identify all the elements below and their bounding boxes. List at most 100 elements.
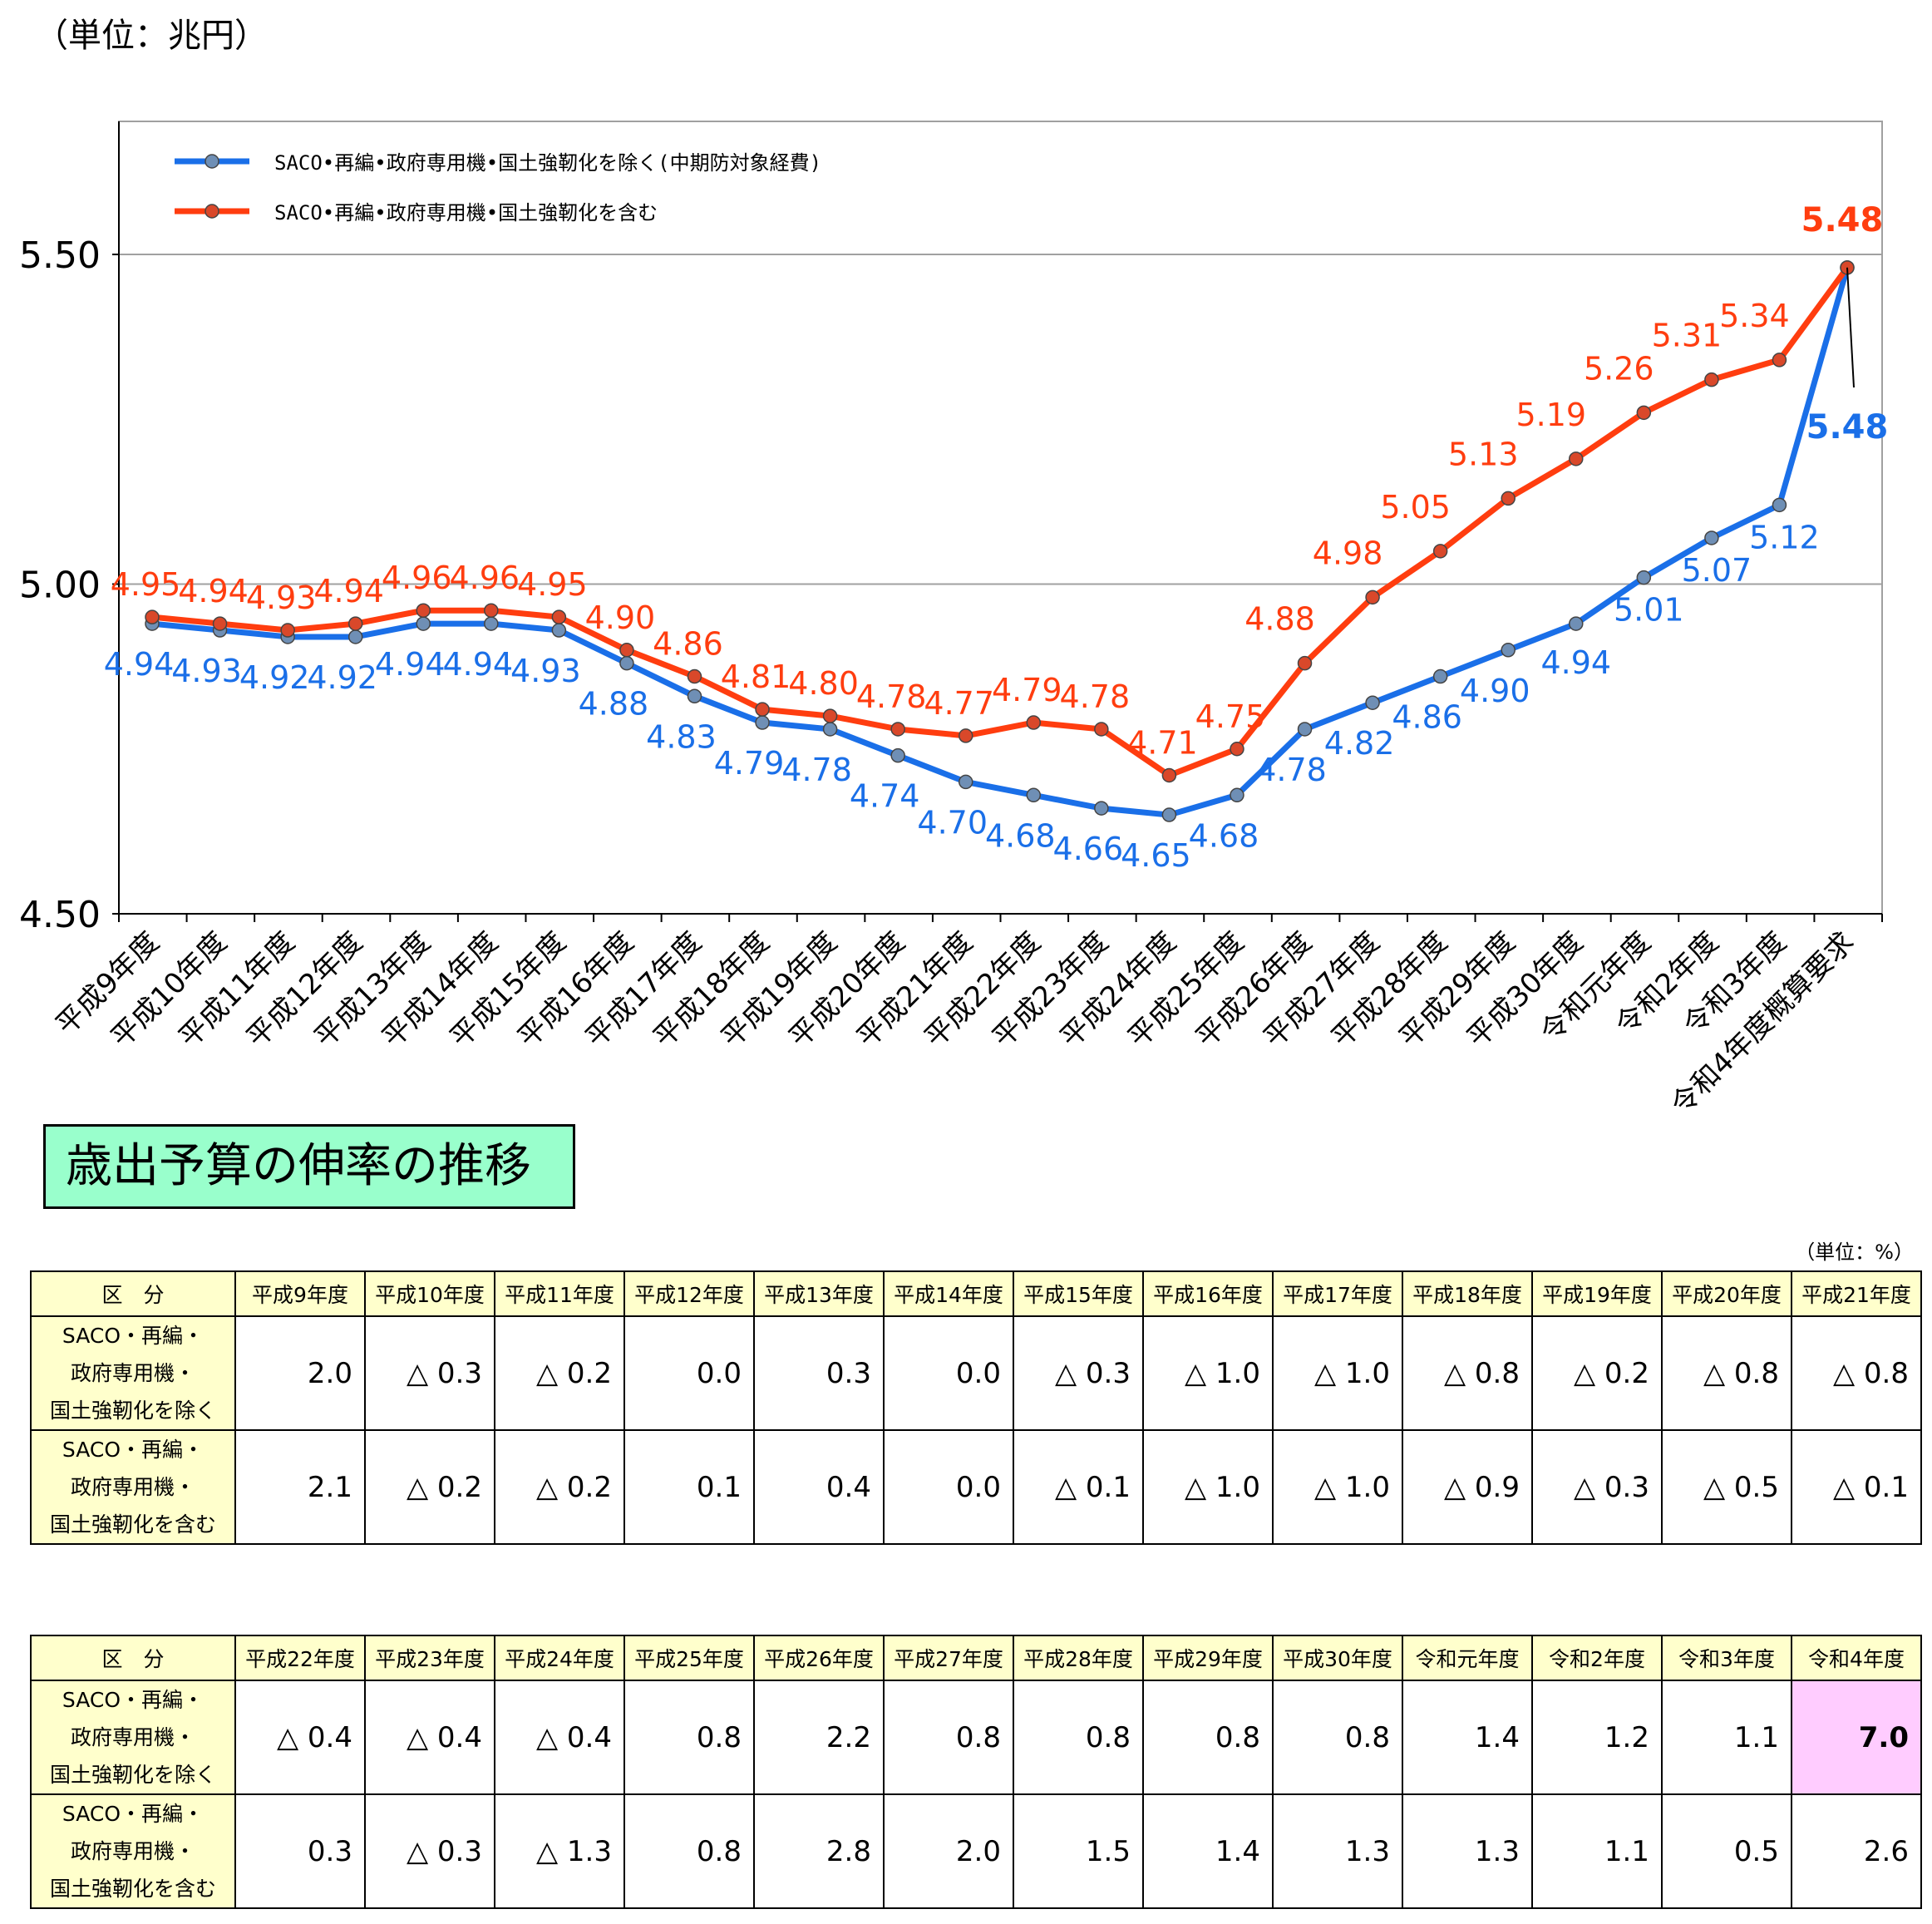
plot-area bbox=[118, 121, 1883, 915]
rate-cell: 1.2 bbox=[1531, 1680, 1663, 1795]
data-label-series-2: 4.94 bbox=[313, 573, 384, 609]
rate-cell: 0.0 bbox=[883, 1315, 1014, 1431]
rate-cell: △ 0.3 bbox=[364, 1793, 495, 1909]
data-label-series-1: 4.94 bbox=[1540, 644, 1611, 681]
data-point-2 bbox=[484, 603, 499, 618]
table-header-year: 平成12年度 bbox=[623, 1270, 755, 1317]
rate-cell: △ 1.0 bbox=[1272, 1315, 1403, 1431]
data-point-2 bbox=[416, 603, 431, 618]
data-label-series-2: 4.77 bbox=[924, 685, 994, 722]
rate-cell: 0.5 bbox=[1661, 1793, 1792, 1909]
data-point-1 bbox=[1501, 643, 1516, 658]
data-label-series-1: 4.78 bbox=[1256, 752, 1327, 788]
row-label-line: SACO・再編・ bbox=[62, 1324, 205, 1348]
rate-cell: 2.0 bbox=[234, 1315, 366, 1431]
data-point-1 bbox=[1636, 570, 1652, 585]
table-unit-label: （単位：%） bbox=[1795, 1241, 1914, 1264]
rate-cell: △ 0.8 bbox=[1661, 1315, 1792, 1431]
table-header-year: 平成14年度 bbox=[883, 1270, 1014, 1317]
data-label-series-1: 4.92 bbox=[239, 659, 310, 696]
rate-cell: 1.4 bbox=[1402, 1680, 1533, 1795]
table-row: SACO・再編・ 政府専用機・ 国土強靭化を除く 2.0 △ 0.3 △ 0.2 0.0 0.… bbox=[30, 1315, 1922, 1431]
rate-cell: △ 0.9 bbox=[1402, 1429, 1533, 1545]
rate-cell: △ 0.8 bbox=[1402, 1315, 1533, 1431]
data-point-2 bbox=[1161, 767, 1177, 783]
data-point-2 bbox=[619, 643, 634, 658]
row-label: SACO・再編・ 政府専用機・ 国土強靭化を除く bbox=[30, 1680, 236, 1795]
data-point-2 bbox=[890, 722, 905, 737]
y-tick-label: 5.00 bbox=[19, 565, 101, 607]
data-point-2 bbox=[1772, 353, 1787, 368]
data-point-1 bbox=[1161, 807, 1177, 822]
row-label-line: 政府専用機・ bbox=[70, 1839, 195, 1863]
data-point-1 bbox=[619, 655, 634, 671]
data-point-1 bbox=[822, 722, 838, 737]
rate-cell: 0.8 bbox=[883, 1680, 1014, 1795]
table-header-year: 令和4年度 bbox=[1791, 1635, 1922, 1681]
data-label-series-1: 4.90 bbox=[1460, 673, 1530, 709]
data-label-series-2: 4.80 bbox=[788, 665, 859, 702]
data-label-series-2: 4.88 bbox=[1244, 601, 1315, 638]
data-point-2 bbox=[347, 616, 363, 631]
data-label-series-2: 4.78 bbox=[856, 678, 927, 715]
rate-cell: △ 0.8 bbox=[1791, 1315, 1922, 1431]
rate-cell: 0.0 bbox=[623, 1315, 755, 1431]
table-header-year: 平成19年度 bbox=[1531, 1270, 1663, 1317]
rate-cell: 1.3 bbox=[1272, 1793, 1403, 1909]
table-header-category: 区 分 bbox=[30, 1635, 236, 1681]
table-header-category: 区 分 bbox=[30, 1270, 236, 1317]
data-label-series-2: 4.90 bbox=[585, 599, 656, 636]
table-header-year: 平成29年度 bbox=[1142, 1635, 1274, 1681]
row-label: SACO・再編・ 政府専用機・ 国土強靭化を除く bbox=[30, 1315, 236, 1431]
data-label-series-1: 4.68 bbox=[985, 817, 1056, 854]
table-header-year: 平成13年度 bbox=[753, 1270, 885, 1317]
rate-cell: 1.3 bbox=[1402, 1793, 1533, 1909]
rate-cell: △ 0.2 bbox=[1531, 1315, 1663, 1431]
row-label-line: SACO・再編・ bbox=[62, 1688, 205, 1712]
table-header-year: 平成22年度 bbox=[234, 1635, 366, 1681]
data-label-series-2: 4.96 bbox=[382, 560, 452, 596]
data-label-series-2: 4.98 bbox=[1313, 535, 1383, 571]
table-header-year: 平成15年度 bbox=[1013, 1270, 1144, 1317]
rate-cell: 2.6 bbox=[1791, 1793, 1922, 1909]
data-point-1 bbox=[958, 774, 973, 790]
table-header-year: 平成21年度 bbox=[1791, 1270, 1922, 1317]
data-point-2 bbox=[958, 728, 973, 743]
data-point-2 bbox=[212, 616, 228, 631]
row-label-line: 国土強靭化を含む bbox=[49, 1512, 216, 1537]
data-label-series-2: 4.81 bbox=[721, 659, 791, 695]
data-point-2 bbox=[687, 668, 702, 684]
table-row: SACO・再編・ 政府専用機・ 国土強靭化を除く △ 0.4 △ 0.4 △ 0.4 0.8… bbox=[30, 1680, 1922, 1795]
table-row: SACO・再編・ 政府専用機・ 国土強靭化を含む 2.1 △ 0.2 △ 0.2 0.1 0.… bbox=[30, 1429, 1922, 1545]
rate-cell: 0.3 bbox=[234, 1793, 366, 1909]
data-point-1 bbox=[755, 715, 770, 730]
axis-layer: 4.505.005.50平成9年度平成10年度平成11年度平成12年度平成13年… bbox=[19, 121, 1883, 1122]
data-label-series-1: 4.79 bbox=[714, 745, 785, 782]
row-label-line: SACO・再編・ bbox=[62, 1802, 205, 1826]
rate-cell: △ 1.0 bbox=[1142, 1429, 1274, 1545]
rate-cell: 1.1 bbox=[1531, 1793, 1663, 1909]
data-label-series-1: 4.86 bbox=[1392, 699, 1462, 736]
data-label-series-1: 4.70 bbox=[917, 804, 988, 841]
data-point-2 bbox=[1432, 544, 1448, 559]
data-label-series-2: 5.13 bbox=[1448, 436, 1519, 472]
rate-cell: 2.8 bbox=[753, 1793, 885, 1909]
row-label-line: 国土強靭化を除く bbox=[49, 1399, 216, 1423]
data-point-1 bbox=[1569, 616, 1584, 631]
data-point-1 bbox=[1365, 695, 1380, 710]
row-label: SACO・再編・ 政府専用機・ 国土強靭化を含む bbox=[30, 1429, 236, 1545]
rate-cell: 0.8 bbox=[623, 1793, 755, 1909]
data-point-2 bbox=[1704, 372, 1719, 387]
row-label-line: 国土強靭化を含む bbox=[49, 1877, 216, 1901]
row-label-line: 政府専用機・ bbox=[70, 1725, 195, 1749]
table-header-year: 平成24年度 bbox=[494, 1635, 625, 1681]
rate-cell: 0.3 bbox=[753, 1315, 885, 1431]
series-layer bbox=[145, 260, 1855, 822]
table-header-year: 平成26年度 bbox=[753, 1635, 885, 1681]
table-header-year: 平成25年度 bbox=[623, 1635, 755, 1681]
row-label-line: SACO・再編・ bbox=[62, 1438, 205, 1462]
rate-cell: △ 0.5 bbox=[1661, 1429, 1792, 1545]
data-label-series-1: 4.82 bbox=[1324, 725, 1395, 762]
leader-line bbox=[1846, 267, 1855, 388]
table-header-year: 令和3年度 bbox=[1661, 1635, 1792, 1681]
